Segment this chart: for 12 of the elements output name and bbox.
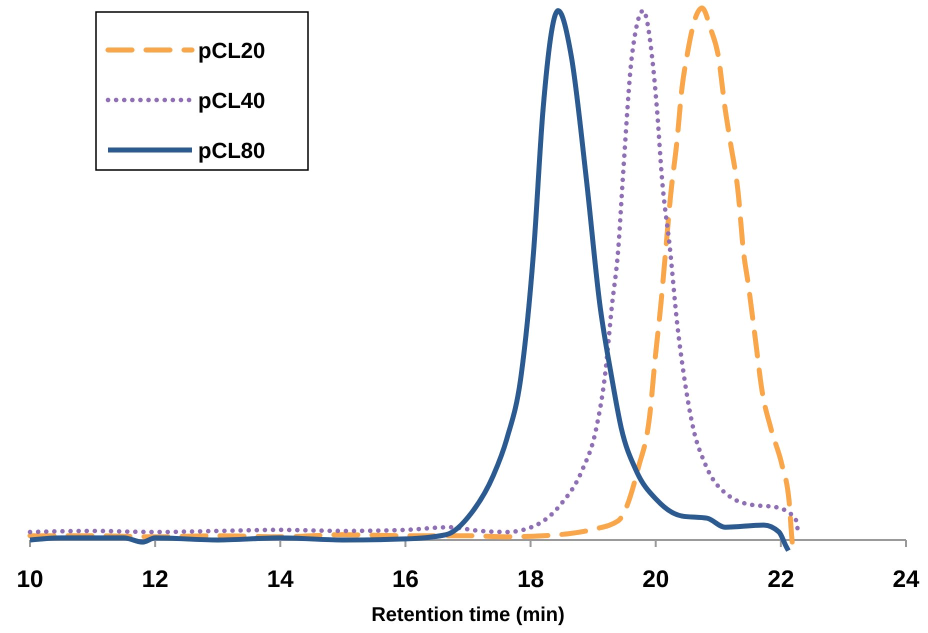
x-tick-label: 20 bbox=[642, 566, 670, 593]
x-axis-title: Retention time (min) bbox=[371, 604, 565, 626]
legend-label: pCL20 bbox=[198, 38, 266, 63]
x-tick-label: 16 bbox=[392, 566, 419, 593]
x-tick-label: 24 bbox=[892, 566, 920, 593]
x-tick-label: 22 bbox=[768, 566, 794, 593]
legend-label: pCL80 bbox=[198, 138, 266, 163]
legend-label: pCL40 bbox=[198, 88, 266, 113]
x-tick-label: 12 bbox=[142, 566, 168, 593]
x-tick-label: 14 bbox=[266, 566, 294, 593]
x-tick-label: 18 bbox=[517, 566, 544, 593]
x-tick-label: 10 bbox=[16, 566, 44, 593]
